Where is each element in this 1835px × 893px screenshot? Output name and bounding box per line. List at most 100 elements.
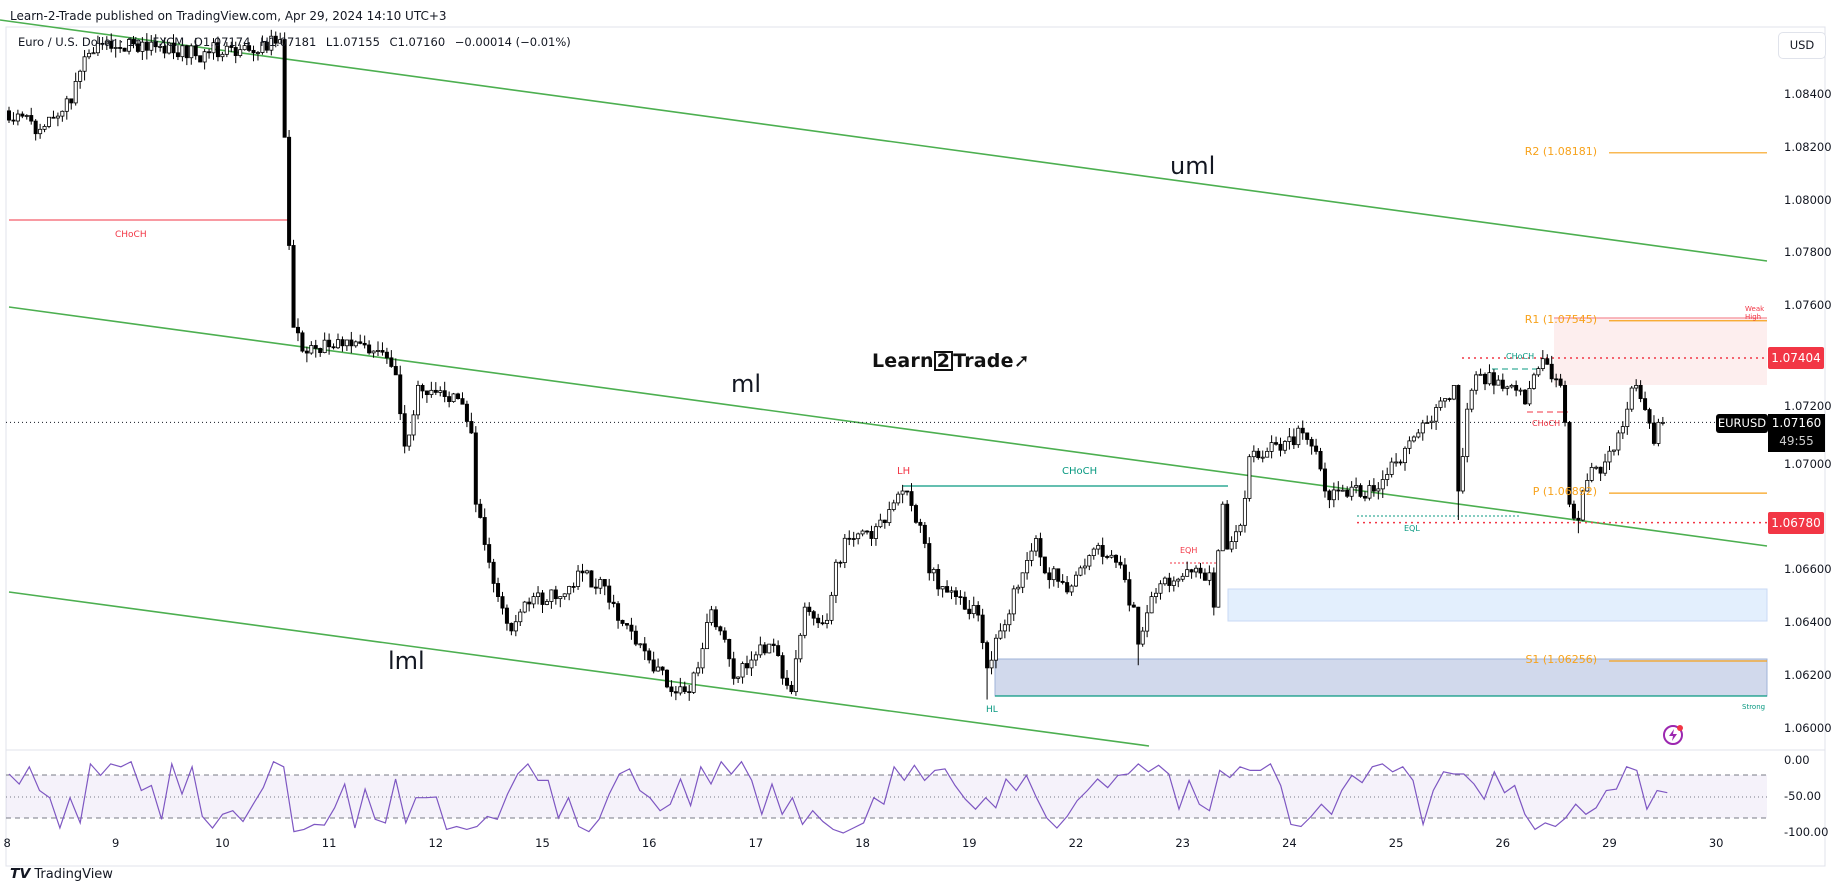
candle-up bbox=[38, 128, 43, 135]
candle-down bbox=[633, 630, 638, 645]
weak-high-label: Weak High bbox=[1745, 305, 1765, 321]
candle-up bbox=[87, 52, 92, 58]
candle-up bbox=[64, 98, 69, 112]
candle-up bbox=[891, 502, 896, 510]
candle-down bbox=[282, 39, 287, 138]
candle-up bbox=[1087, 555, 1092, 567]
candle-up bbox=[1429, 420, 1434, 423]
candle-up bbox=[47, 116, 52, 127]
candle-down bbox=[624, 623, 629, 626]
candle-up bbox=[1443, 398, 1448, 402]
candle-up bbox=[1069, 585, 1074, 593]
candle-up bbox=[749, 659, 754, 669]
candle-down bbox=[673, 691, 678, 694]
tradingview-logo[interactable]: 𝙏𝙑 TradingView bbox=[10, 866, 113, 882]
candle-up bbox=[1589, 467, 1594, 481]
candle-up bbox=[1474, 374, 1479, 391]
candle-down bbox=[349, 339, 354, 347]
oscillator-line bbox=[8, 760, 1668, 834]
candle-down bbox=[233, 47, 238, 57]
candle-down bbox=[51, 116, 56, 119]
candle-up bbox=[1376, 488, 1381, 492]
candle-up bbox=[1016, 586, 1021, 590]
symbol-description[interactable]: Euro / U.S. Dollar · 1h · FXCM bbox=[18, 35, 185, 49]
candle-up bbox=[1158, 583, 1163, 594]
candle-down bbox=[789, 684, 794, 693]
candle-up bbox=[1194, 567, 1199, 573]
candle-down bbox=[487, 544, 492, 563]
candle-up bbox=[1296, 427, 1301, 446]
candle-up bbox=[1407, 440, 1412, 449]
date-tick: 17 bbox=[748, 836, 764, 850]
price-tick: 1.07800 bbox=[1784, 245, 1832, 260]
candle-up bbox=[544, 601, 549, 605]
candle-down bbox=[456, 393, 461, 400]
candle-up bbox=[1607, 450, 1612, 463]
candle-up bbox=[113, 47, 118, 49]
currency-button[interactable]: USD bbox=[1778, 32, 1826, 59]
candle-up bbox=[1033, 538, 1038, 552]
candle-down bbox=[273, 35, 278, 44]
candle-down bbox=[340, 339, 345, 347]
pivot-label: S1 (1.06256) bbox=[1525, 653, 1597, 667]
pivot-label: R1 (1.07545) bbox=[1524, 312, 1597, 326]
candle-up bbox=[335, 339, 340, 349]
logo-text-num: 2 bbox=[933, 351, 954, 371]
candle-down bbox=[1651, 422, 1656, 444]
candle-up bbox=[127, 39, 132, 52]
candle-down bbox=[7, 110, 12, 121]
candle-down bbox=[153, 41, 158, 48]
candle-up bbox=[309, 345, 314, 354]
candle-up bbox=[1207, 572, 1212, 581]
candle-down bbox=[69, 98, 74, 104]
candle-down bbox=[607, 585, 612, 603]
candle-down bbox=[473, 432, 478, 505]
candle-down bbox=[162, 45, 167, 54]
candle-up bbox=[736, 676, 741, 679]
candle-down bbox=[11, 119, 16, 122]
candle-down bbox=[295, 326, 300, 334]
candle-down bbox=[1500, 379, 1505, 389]
candle-down bbox=[1514, 384, 1519, 391]
levels-layer bbox=[1357, 152, 1767, 662]
arrow-icon: ➚ bbox=[1013, 350, 1030, 372]
candle-up bbox=[567, 586, 572, 595]
candle-down bbox=[1305, 432, 1310, 440]
candle-up bbox=[940, 586, 945, 590]
candle-down bbox=[660, 666, 665, 671]
candle-down bbox=[198, 55, 203, 63]
candle-up bbox=[802, 606, 807, 636]
candle-up bbox=[1518, 389, 1523, 392]
price-tick: 1.06600 bbox=[1784, 562, 1832, 577]
bar-countdown: 49:55 bbox=[1779, 434, 1814, 448]
price-tick: 1.07200 bbox=[1784, 399, 1832, 413]
candle-up bbox=[1020, 572, 1025, 588]
candle-up bbox=[1051, 568, 1056, 581]
date-tick: 9 bbox=[112, 836, 120, 850]
candle-up bbox=[1082, 565, 1087, 569]
candle-up bbox=[1185, 569, 1190, 577]
candle-up bbox=[1389, 461, 1394, 475]
candle-down bbox=[1167, 577, 1172, 586]
candle-up bbox=[1180, 575, 1185, 580]
candle-up bbox=[180, 45, 185, 58]
candle-down bbox=[509, 622, 514, 632]
candle-down bbox=[1447, 398, 1452, 401]
candle-up bbox=[242, 45, 247, 51]
ohlc-close: C1.07160 bbox=[389, 35, 446, 49]
candle-down bbox=[909, 491, 914, 506]
lightning-icon bbox=[1663, 725, 1683, 745]
candle-down bbox=[664, 669, 669, 688]
candle-up bbox=[1349, 486, 1354, 497]
candle-up bbox=[73, 80, 78, 104]
uml-label: uml bbox=[1170, 152, 1216, 180]
candle-down bbox=[865, 530, 870, 533]
candle-down bbox=[1291, 436, 1296, 446]
candle-down bbox=[1558, 378, 1563, 386]
candle-down bbox=[304, 350, 309, 354]
candle-down bbox=[669, 686, 674, 693]
candle-down bbox=[1371, 485, 1376, 492]
candle-down bbox=[1189, 569, 1194, 573]
candle-up bbox=[536, 592, 541, 597]
